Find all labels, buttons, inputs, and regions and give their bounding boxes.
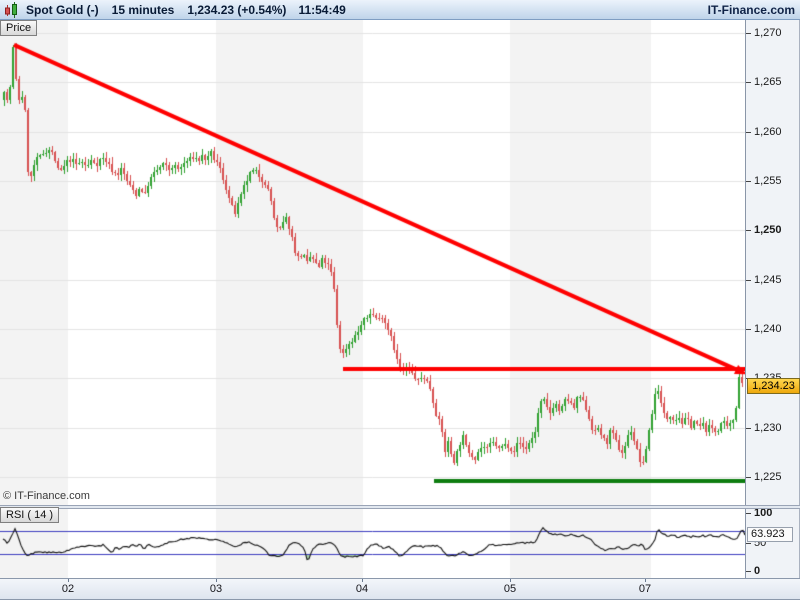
clock: 11:54:49 xyxy=(298,2,346,17)
price-axis-label: 1,245 xyxy=(754,274,782,286)
axis-tick xyxy=(746,33,751,34)
brand-link: IT-Finance.com xyxy=(707,2,795,17)
axis-tick xyxy=(746,132,751,133)
time-axis-tick xyxy=(216,579,217,582)
time-axis-tick xyxy=(362,579,363,582)
tab-price[interactable]: Price xyxy=(0,20,38,36)
axis-tick xyxy=(746,571,751,572)
watermark: © IT-Finance.com xyxy=(3,490,90,502)
price-axis-label: 1,270 xyxy=(754,27,782,39)
rsi-value-tag: 63.923 xyxy=(747,527,793,542)
axis-tick xyxy=(746,477,751,478)
price-axis[interactable]: 1,2701,2651,2601,2551,2501,2451,2401,235… xyxy=(745,20,800,578)
panel-resize-handle[interactable] xyxy=(0,505,800,509)
axis-tick xyxy=(746,280,751,281)
chart-header: Spot Gold (-) 15 minutes 1,234.23 (+0.54… xyxy=(0,0,800,20)
candlestick-icon xyxy=(4,1,19,18)
axis-tick xyxy=(746,513,751,514)
time-axis-label: 05 xyxy=(503,583,517,595)
time-axis-label: 07 xyxy=(638,583,652,595)
time-axis-label: 02 xyxy=(61,583,75,595)
price-axis-label: 1,255 xyxy=(754,175,782,187)
price-axis-label: 1,240 xyxy=(754,323,782,335)
axis-tick xyxy=(746,181,751,182)
price-axis-label: 1,260 xyxy=(754,126,782,138)
time-axis-tick xyxy=(645,579,646,582)
time-axis[interactable]: 02 03 04 05 07 xyxy=(0,578,800,600)
last-price-tag: 1,234.23 xyxy=(747,378,800,394)
price-axis-label: 1,250 xyxy=(754,224,782,236)
price-axis-label: 1,225 xyxy=(754,471,782,483)
instrument-name: Spot Gold (-) xyxy=(26,2,99,17)
time-axis-label: 04 xyxy=(355,583,369,595)
rsi-axis-label: 0 xyxy=(754,565,761,577)
axis-tick xyxy=(746,329,751,330)
rsi-axis-label: 100 xyxy=(754,507,773,519)
time-axis-label: 03 xyxy=(209,583,223,595)
time-axis-tick xyxy=(68,579,69,582)
axis-tick xyxy=(746,543,751,544)
tab-rsi[interactable]: RSI ( 14 ) xyxy=(0,507,60,523)
price-axis-label: 1,265 xyxy=(754,76,782,88)
last-quote: 1,234.23 (+0.54%) xyxy=(187,2,287,17)
timeframe-label: 15 minutes xyxy=(111,2,175,17)
axis-tick xyxy=(746,428,751,429)
price-axis-label: 1,230 xyxy=(754,422,782,434)
axis-tick xyxy=(746,230,751,231)
chart-canvas[interactable] xyxy=(0,20,746,578)
time-axis-tick xyxy=(510,579,511,582)
axis-tick xyxy=(746,82,751,83)
